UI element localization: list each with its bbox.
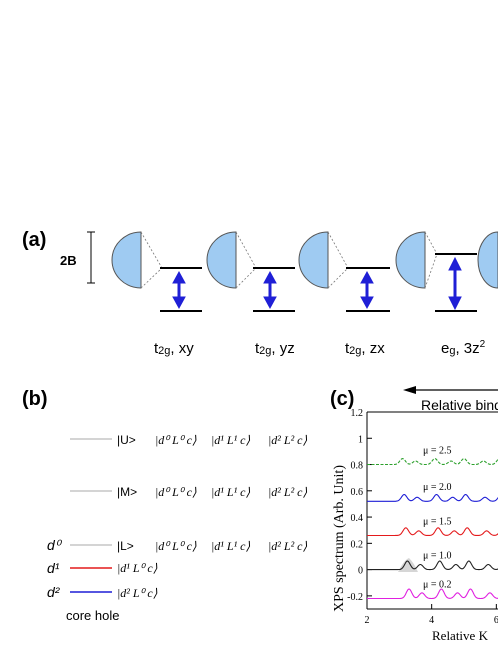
y-axis-label: XPS spectrum (Arb. Unit) — [332, 465, 347, 612]
orbital-half-disc — [206, 231, 237, 289]
series-label: μ = 0.2 — [423, 579, 452, 590]
state-label: |L> — [117, 539, 134, 553]
guide-lines — [140, 231, 438, 289]
series-label: μ = 1.0 — [423, 550, 452, 561]
config-legend: d⁰ d¹ |d¹ L⁰ c⟩ d² |d² L⁰ c⟩ core hole — [47, 537, 158, 623]
double-arrow — [172, 270, 186, 310]
legend-config-d1: |d¹ L⁰ c⟩ — [117, 561, 158, 575]
y-tick-label: 1.2 — [351, 408, 364, 419]
legend-label-d2: d² — [47, 584, 61, 600]
top-axis-arrow — [403, 386, 498, 394]
legend-config-d2: |d² L⁰ c⟩ — [117, 586, 158, 600]
config-label: |d¹ L¹ c⟩ — [211, 539, 250, 553]
orbital-shapes — [111, 231, 498, 289]
orbital-half-disc — [111, 231, 142, 289]
x-tick-label: 4 — [429, 615, 434, 626]
top-axis-label: Relative bind — [421, 397, 498, 413]
y-tick-label: 1 — [358, 434, 363, 445]
series-label: μ = 1.5 — [423, 516, 452, 527]
state-label: |M> — [117, 485, 137, 499]
series-label: μ = 2.5 — [423, 445, 452, 456]
x-tick-label: 2 — [365, 615, 370, 626]
config-label: |d¹ L¹ c⟩ — [211, 485, 250, 499]
state-row-lower: |L> |d⁰ L⁰ c⟩ |d¹ L¹ c⟩ |d² L² c⟩ — [70, 539, 307, 553]
splitting-arrows — [172, 256, 462, 311]
shaded-peak — [398, 558, 418, 572]
x-tick-group: 2 4 6 — [365, 604, 498, 626]
panel-b-label: (b) — [22, 388, 48, 410]
series-group: μ = 2.5 μ = 2.0 μ = 1.5 μ = 1.0 μ = 0.2 — [367, 445, 498, 600]
series-line — [367, 494, 498, 502]
legend-label-d1: d¹ — [47, 560, 60, 576]
legend-label-d0: d⁰ — [47, 537, 63, 553]
panel-a-label: (a) — [22, 229, 46, 251]
scale-label: 2B — [60, 253, 77, 268]
config-label: |d⁰ L⁰ c⟩ — [155, 539, 197, 553]
energy-levels — [160, 253, 477, 312]
panel-c-label: (c) — [330, 388, 354, 410]
double-arrow — [448, 256, 462, 311]
y-tick-label: 0.6 — [351, 487, 364, 498]
series-label: μ = 2.0 — [423, 482, 452, 493]
orbital-half-disc — [298, 231, 329, 289]
double-arrow — [360, 270, 374, 310]
series-line — [367, 458, 498, 466]
x-axis-label: Relative K — [432, 628, 489, 643]
config-label: |d² L² c⟩ — [268, 433, 307, 447]
orbital-label: t2g, yz — [255, 340, 295, 357]
scale-bracket — [87, 231, 95, 284]
series-line — [367, 588, 498, 600]
config-label: |d⁰ L⁰ c⟩ — [155, 485, 197, 499]
state-row-upper: |U> |d⁰ L⁰ c⟩ |d¹ L¹ c⟩ |d² L² c⟩ — [70, 433, 307, 447]
y-tick-label: 0 — [358, 566, 363, 577]
orbital-half-disc-partial — [477, 231, 498, 289]
y-tick-label: 0.2 — [351, 539, 364, 550]
state-label: |U> — [117, 433, 136, 447]
config-label: |d¹ L¹ c⟩ — [211, 433, 250, 447]
x-tick-label: 6 — [494, 615, 498, 626]
orbital-half-disc — [395, 231, 426, 289]
config-label: |d² L² c⟩ — [268, 485, 307, 499]
legend-caption: core hole — [66, 608, 119, 623]
double-arrow — [263, 270, 277, 310]
y-tick-label: -0.2 — [347, 592, 363, 603]
y-tick-group: -0.2 0 0.2 0.4 0.6 0.8 1 1.2 — [347, 408, 372, 603]
plot-frame — [366, 411, 498, 610]
y-tick-label: 0.4 — [351, 513, 364, 524]
orbital-label: t2g, zx — [345, 340, 385, 357]
config-label: |d⁰ L⁰ c⟩ — [155, 433, 197, 447]
orbital-label: eg, 3z2 — [441, 339, 486, 357]
config-label: |d² L² c⟩ — [268, 539, 307, 553]
series-line — [367, 527, 498, 537]
series-line — [367, 560, 498, 571]
orbital-label: t2g, xy — [154, 340, 194, 357]
state-row-middle: |M> |d⁰ L⁰ c⟩ |d¹ L¹ c⟩ |d² L² c⟩ — [70, 485, 307, 499]
y-tick-label: 0.8 — [351, 461, 364, 472]
